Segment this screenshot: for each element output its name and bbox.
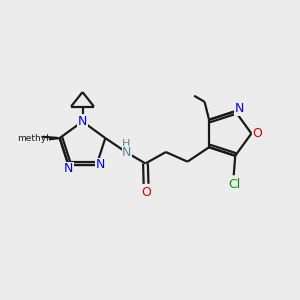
Text: O: O <box>141 186 151 199</box>
Text: O: O <box>141 186 151 199</box>
Text: O: O <box>253 127 262 140</box>
Text: N: N <box>78 115 87 128</box>
Text: methyl: methyl <box>17 134 49 143</box>
Text: N: N <box>96 158 105 171</box>
Text: N: N <box>122 146 132 159</box>
Text: N: N <box>96 158 105 171</box>
Text: N: N <box>64 162 73 175</box>
Text: N: N <box>235 102 244 115</box>
Text: O: O <box>253 127 262 140</box>
Text: H: H <box>122 139 130 149</box>
Text: Cl: Cl <box>228 178 241 191</box>
Text: Cl: Cl <box>228 178 241 191</box>
Text: N: N <box>235 102 244 115</box>
Text: H: H <box>122 139 130 149</box>
Text: N: N <box>64 162 73 175</box>
Text: N: N <box>78 115 87 128</box>
Text: N: N <box>122 146 132 159</box>
